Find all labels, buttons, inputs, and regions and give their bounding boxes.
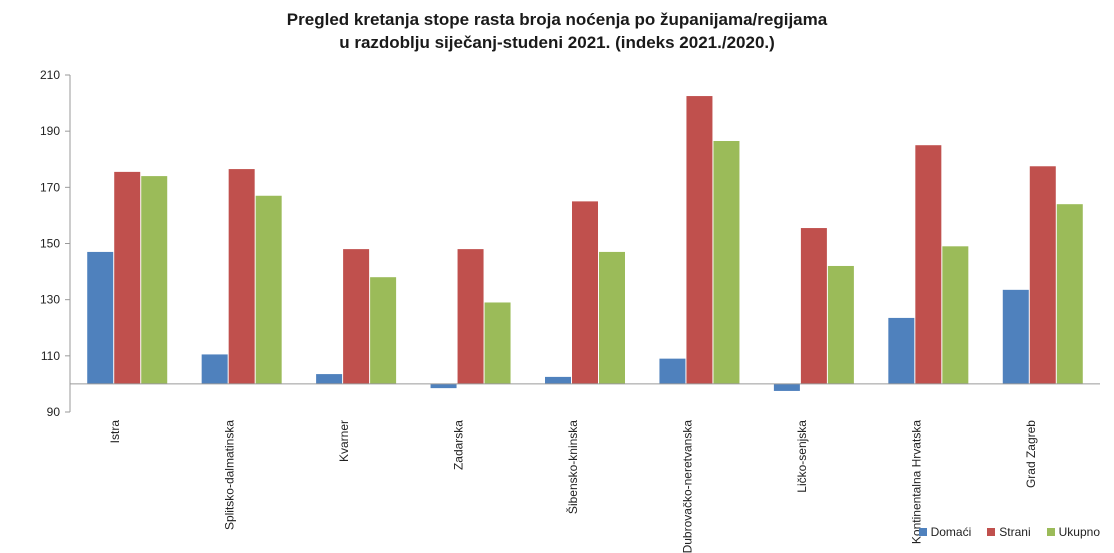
chart-title: Pregled kretanja stope rasta broja noćen… [0,8,1114,54]
legend-swatch [918,528,927,536]
legend-item-domaći: Domaći [918,525,972,539]
legend-item-ukupno: Ukupno [1046,525,1100,539]
bar-domaći-0 [87,251,114,384]
bar-strani-4 [572,201,598,384]
chart-title-line-1: Pregled kretanja stope rasta broja noćen… [286,10,828,29]
y-tick-label: 170 [40,180,60,194]
bar-ukupno-1 [255,195,282,384]
category-label: Dubrovačko-neretvanska [680,420,694,553]
legend-swatch [987,528,996,536]
bar-ukupno-4 [599,251,625,384]
bar-ukupno-6 [827,265,854,384]
category-label: Kontinentalna Hrvatska [909,420,923,544]
category-label: Istra [108,420,122,444]
y-tick-label: 90 [47,405,61,419]
bar-strani-6 [800,228,827,384]
chart-title-line-2: u razdoblju siječanj-studeni 2021. (inde… [339,33,775,52]
bar-domaći-7 [888,317,915,384]
legend-item-strani: Strani [987,525,1031,539]
legend-label: Ukupno [1058,525,1100,539]
bar-strani-3 [457,249,484,384]
legend-label: Strani [999,525,1031,539]
bar-strani-0 [114,171,141,384]
category-label: Zadarska [452,420,466,470]
bar-strani-5 [686,96,713,384]
y-tick-label: 190 [40,124,60,138]
bar-domaći-5 [659,358,686,384]
bar-ukupno-8 [1056,204,1083,384]
category-label: Šibensko-kninska [565,420,580,514]
bar-ukupno-0 [141,176,168,384]
y-tick-label: 110 [41,349,60,363]
category-label: Kvarner [337,420,351,462]
y-tick-label: 210 [40,68,60,82]
bar-domaći-6 [773,383,800,391]
category-label: Ličko-senjska [795,420,809,493]
bar-domaći-3 [430,383,457,389]
bar-ukupno-7 [942,246,969,384]
category-label: Grad Zagreb [1024,420,1038,488]
legend-swatch [1046,528,1055,536]
chart-legend: Domaći Strani Ukupno [918,525,1100,539]
y-tick-label: 130 [40,293,60,307]
legend-label: Domaći [930,525,972,539]
bar-domaći-2 [316,374,343,384]
category-label: Splitsko-dalmatinska [223,420,237,530]
y-tick-label: 150 [40,237,60,251]
bar-strani-7 [915,145,942,384]
bar-ukupno-3 [484,302,511,384]
bar-strani-8 [1029,166,1056,384]
bar-domaći-1 [201,354,228,384]
bar-strani-2 [343,249,370,384]
bar-domaći-4 [545,376,571,384]
bar-ukupno-2 [370,277,397,384]
bar-strani-1 [228,169,255,384]
bar-ukupno-5 [713,140,740,384]
bar-domaći-8 [1002,289,1029,384]
